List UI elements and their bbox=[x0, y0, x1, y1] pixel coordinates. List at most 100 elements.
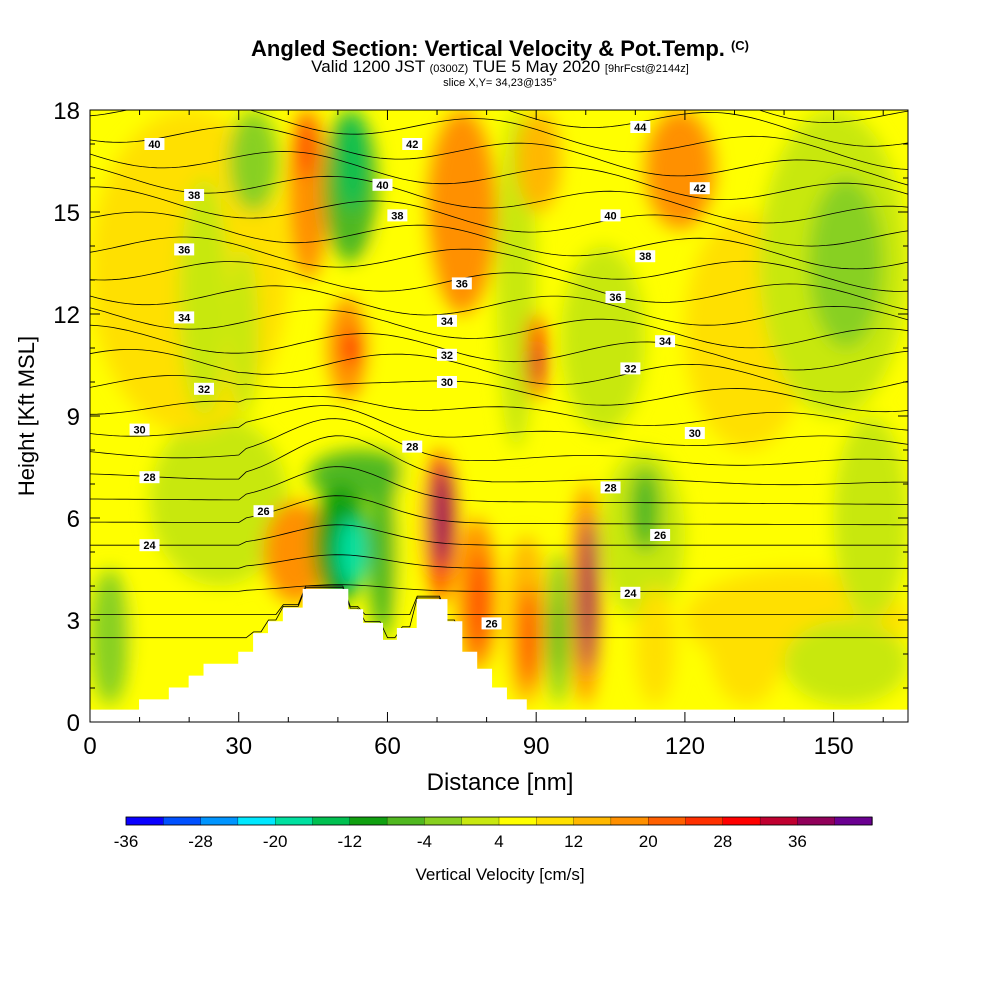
velocity-cell bbox=[228, 110, 279, 212]
contour-label-text: 34 bbox=[178, 312, 191, 324]
x-tick-label: 90 bbox=[523, 733, 550, 760]
contour-label: 36 bbox=[605, 291, 626, 304]
contour-label: 44 bbox=[630, 121, 651, 134]
contour-label-text: 24 bbox=[143, 540, 156, 552]
velocity-cell bbox=[367, 212, 438, 416]
isentrope-line bbox=[90, 211, 908, 270]
isentrope-line bbox=[90, 495, 908, 526]
y-tick-label: 0 bbox=[67, 710, 80, 737]
contour-label-text: 38 bbox=[391, 210, 403, 222]
contour-label: 28 bbox=[600, 481, 621, 494]
utc-time: (0300Z) bbox=[429, 63, 469, 75]
isentrope-line bbox=[90, 395, 908, 431]
velocity-cell bbox=[149, 416, 289, 586]
contour-label: 36 bbox=[451, 277, 472, 290]
velocity-cell bbox=[263, 501, 328, 603]
contour-label-text: 32 bbox=[624, 363, 636, 375]
velocity-cell bbox=[471, 552, 487, 654]
terrain-mask bbox=[90, 588, 908, 722]
contour-label-text: 30 bbox=[133, 425, 145, 437]
x-tick-label: 120 bbox=[665, 733, 705, 760]
contour-label: 24 bbox=[620, 586, 641, 600]
y-tick-label: 6 bbox=[67, 506, 80, 533]
velocity-cell bbox=[521, 586, 537, 688]
isentrope-line bbox=[90, 125, 908, 186]
colorbar-frame bbox=[125, 816, 873, 826]
velocity-cell bbox=[432, 467, 452, 569]
contour-label: 38 bbox=[635, 250, 656, 263]
contour-label-text: 36 bbox=[609, 292, 621, 304]
contour-label-text: 38 bbox=[188, 190, 200, 202]
velocity-cell bbox=[784, 620, 908, 705]
contour-label-text: 42 bbox=[406, 139, 418, 151]
title-unit: (C) bbox=[730, 38, 749, 53]
y-tick-label: 9 bbox=[67, 404, 80, 431]
isentrope-line bbox=[90, 587, 908, 639]
colorbar-swatch bbox=[461, 816, 500, 826]
velocity-cell bbox=[551, 603, 561, 671]
isentrope-line bbox=[90, 166, 908, 224]
colorbar-tick-label: -20 bbox=[263, 832, 288, 851]
contour-label: 40 bbox=[144, 138, 165, 151]
contour-label: 42 bbox=[689, 182, 710, 195]
contour-label-text: 44 bbox=[634, 122, 647, 134]
contour-label-text: 30 bbox=[689, 428, 701, 440]
colorbar-swatch bbox=[275, 816, 314, 826]
isentrope-line bbox=[90, 524, 908, 546]
velocity-cell bbox=[90, 569, 130, 705]
colorbar-swatch bbox=[685, 816, 724, 826]
contour-label-text: 40 bbox=[376, 180, 388, 192]
y-tick-label: 18 bbox=[53, 98, 80, 125]
colorbar-swatch bbox=[759, 816, 799, 826]
isentrope-line bbox=[90, 584, 908, 592]
contour-label-text: 34 bbox=[659, 336, 672, 348]
contour-label-text: 36 bbox=[178, 244, 190, 256]
contour-label: 40 bbox=[600, 209, 621, 222]
contour-label: 34 bbox=[436, 314, 457, 328]
colorbar-swatch bbox=[386, 816, 426, 826]
colorbar: -36 -28 -20 -12 -4 4 12 20 28 36 bbox=[114, 816, 873, 851]
x-tick-label: 0 bbox=[83, 733, 96, 760]
isentrope-line bbox=[90, 307, 908, 349]
isentrope-line bbox=[90, 151, 908, 201]
contour-label: 28 bbox=[139, 471, 160, 484]
isentrope-line bbox=[90, 466, 908, 505]
contour-label: 34 bbox=[655, 335, 676, 348]
contour-label: 26 bbox=[481, 617, 502, 630]
velocity-cell bbox=[635, 586, 675, 705]
contour-label: 30 bbox=[129, 423, 150, 437]
colorbar-tick-label: -28 bbox=[188, 832, 213, 851]
colorbar-tick-label: 4 bbox=[494, 832, 503, 851]
isentrope-line bbox=[90, 110, 908, 170]
velocity-cell bbox=[808, 178, 884, 348]
contour-label-text: 38 bbox=[639, 251, 651, 263]
velocity-cell bbox=[342, 331, 363, 365]
colorbar-swatch bbox=[349, 816, 388, 826]
velocity-cell bbox=[531, 348, 542, 382]
isentrope-line bbox=[90, 186, 908, 247]
contour-label: 40 bbox=[372, 178, 393, 192]
y-tick-label: 12 bbox=[53, 302, 80, 329]
contour-label: 30 bbox=[684, 427, 705, 440]
colorbar-swatch bbox=[722, 816, 761, 826]
colorbar-tick-label: -36 bbox=[114, 832, 139, 851]
velocity-cell bbox=[833, 416, 908, 620]
velocity-cell bbox=[709, 586, 785, 705]
contour-label: 28 bbox=[402, 440, 423, 454]
colorbar-tick-label: 12 bbox=[564, 832, 583, 851]
velocity-cell bbox=[645, 110, 715, 229]
colorbar-swatch bbox=[125, 816, 164, 826]
velocity-cell bbox=[337, 518, 368, 586]
contour-label-text: 24 bbox=[624, 588, 637, 600]
colorbar-swatch bbox=[200, 816, 239, 826]
isentrope-line bbox=[757, 110, 908, 124]
x-tick-label: 30 bbox=[225, 733, 252, 760]
colorbar-swatch bbox=[237, 816, 276, 826]
contour-label-text: 28 bbox=[604, 482, 616, 494]
contour-label: 32 bbox=[620, 362, 641, 375]
velocity-cell bbox=[228, 246, 259, 416]
colorbar-tick-label: 20 bbox=[639, 832, 658, 851]
isentrope-line bbox=[90, 435, 908, 486]
isentrope-line bbox=[90, 585, 908, 615]
isentrope-line bbox=[506, 110, 908, 147]
